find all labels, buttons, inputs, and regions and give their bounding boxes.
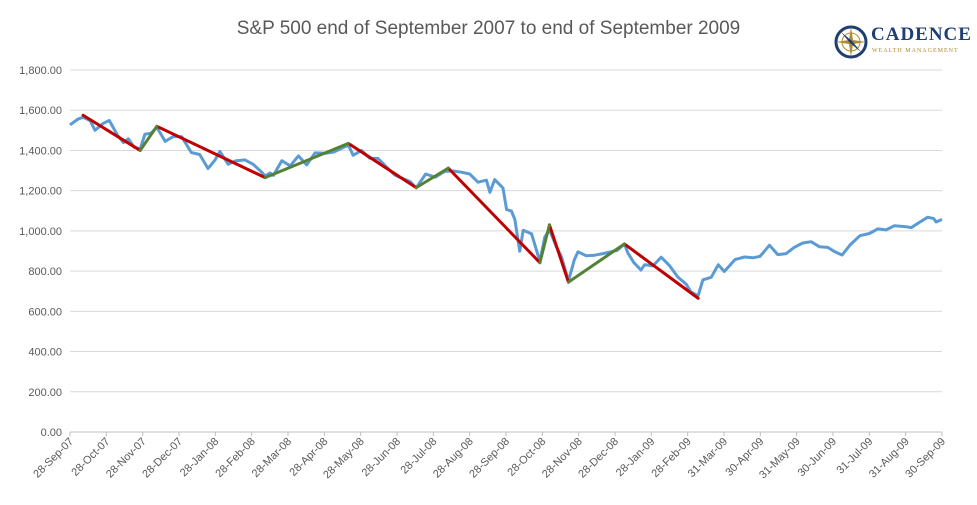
chart-title: S&P 500 end of September 2007 to end of … xyxy=(236,18,741,39)
y-tick-label: 600.00 xyxy=(28,306,62,318)
y-tick-label: 1,000.00 xyxy=(19,226,62,238)
y-axis-tick-labels: 0.00 200.00 400.00 600.00 800.00 1,000.00 1,20… xyxy=(19,65,62,439)
rally-trend-segment xyxy=(538,223,551,265)
decline-trend-segment xyxy=(155,124,267,180)
x-tick-label: 28-Mar-08 xyxy=(250,436,294,480)
y-tick-label: 800.00 xyxy=(28,266,62,278)
decline-trend-segment xyxy=(622,242,700,300)
rally-trend-segment xyxy=(566,242,626,284)
y-tick-label: 0.00 xyxy=(41,427,62,439)
decline-trend-segment xyxy=(547,223,570,284)
rally-trend-segment xyxy=(138,124,159,152)
y-tick-label: 200.00 xyxy=(28,387,62,399)
y-tick-label: 1,400.00 xyxy=(19,145,62,157)
compass-star-icon xyxy=(834,25,868,59)
gridlines xyxy=(69,69,943,436)
x-tick-label: 30-Jun-09 xyxy=(796,436,840,480)
x-axis-tick-labels: 28-Sep-0728-Oct-0728-Nov-0728-Dec-0728-J… xyxy=(31,436,948,482)
decline-trend-segment xyxy=(446,166,542,265)
logo-brand-name: CADENCE xyxy=(871,24,972,45)
logo-tagline: WEALTH MANAGEMENT xyxy=(872,48,959,54)
y-tick-label: 1,600.00 xyxy=(19,105,62,117)
x-tick-label: 28-Sep-07 xyxy=(31,436,76,481)
x-tick-label: 28-Dec-08 xyxy=(576,436,621,481)
rally-trend-segment xyxy=(414,166,450,190)
x-tick-label: 28-Jun-08 xyxy=(360,436,404,480)
rally-trend-segment xyxy=(263,141,350,180)
x-tick-label: 31-Mar-09 xyxy=(686,436,730,480)
decline-trend-segment xyxy=(346,141,418,190)
decline-trend-segment xyxy=(81,113,142,152)
y-tick-label: 400.00 xyxy=(28,347,62,359)
x-tick-label: 28-Dec-07 xyxy=(140,436,185,481)
company-logo: CADENCE WEALTH MANAGEMENT xyxy=(833,22,971,66)
y-tick-label: 1,200.00 xyxy=(19,186,62,198)
series-lines xyxy=(69,113,943,300)
sp500-index-line xyxy=(69,115,943,298)
y-tick-label: 1,800.00 xyxy=(19,65,62,77)
